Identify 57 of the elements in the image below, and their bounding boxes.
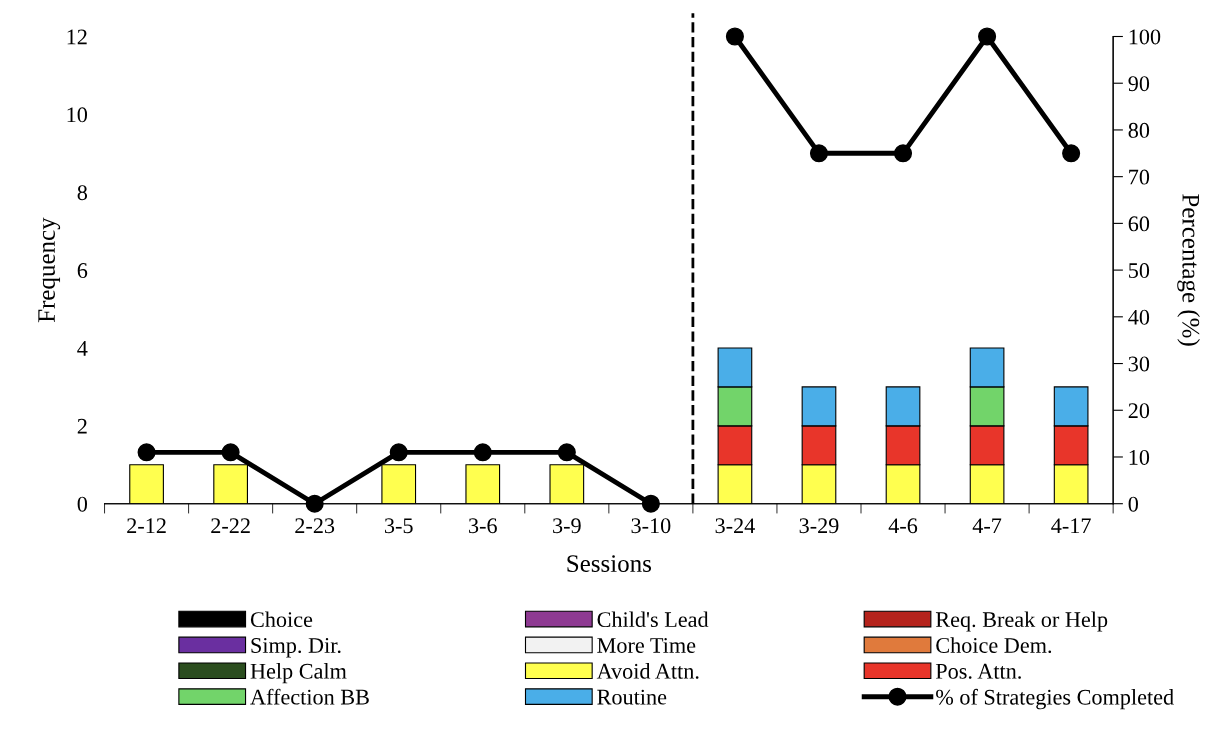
y-tick-label: 0 xyxy=(77,496,88,512)
point xyxy=(1062,144,1081,163)
x-tick-label: 2-23 xyxy=(295,518,335,534)
y-tick-label: 10 xyxy=(67,107,88,123)
point xyxy=(809,144,829,163)
legend-label: Req. Break or Help xyxy=(935,611,1108,632)
legend-label: Pos. Attn. xyxy=(935,663,1021,679)
y2-tick-label: 50 xyxy=(1129,263,1150,279)
x-tick-label: 3-10 xyxy=(631,518,671,534)
x-axis-title: Sessions xyxy=(567,555,652,572)
x-tick-label: 3-5 xyxy=(384,518,413,534)
y2-tick-label: 0 xyxy=(1128,496,1138,512)
x-tick-label: 3-29 xyxy=(799,518,839,534)
legend-label: Help Calm xyxy=(250,663,347,684)
x-tick-label: 3-6 xyxy=(469,518,497,534)
x-tick-label: 4-7 xyxy=(972,518,1002,534)
x-tick-label: 2-12 xyxy=(127,518,166,534)
point xyxy=(557,443,576,462)
legend-label: Choice xyxy=(250,611,313,628)
y2-tick-label: 70 xyxy=(1129,169,1150,185)
x-tick-label: 4-6 xyxy=(888,518,918,534)
y2-tick-label: 40 xyxy=(1128,309,1150,325)
y2-tick-label: 100 xyxy=(1129,29,1161,45)
legend-label: Routine xyxy=(597,689,667,705)
y2-tick-label: 10 xyxy=(1129,449,1150,465)
y-tick-label: 8 xyxy=(77,185,88,201)
x-tick-label: 2-22 xyxy=(211,518,250,534)
y2-tick-label: 80 xyxy=(1128,122,1150,138)
y2-axis-title: Percentage (%) xyxy=(1177,194,1200,346)
legend-label: Affection BB xyxy=(250,688,369,705)
point xyxy=(305,494,324,513)
y-tick-label: 4 xyxy=(77,341,88,356)
point xyxy=(725,27,744,46)
y-tick-label: 6 xyxy=(77,263,88,279)
point xyxy=(137,443,156,462)
legend-label: % of Strategies Completed xyxy=(936,688,1174,710)
legend-label: Choice Dem. xyxy=(936,637,1052,654)
x-tick-label: 3-9 xyxy=(553,518,581,534)
x-tick-label: 3-24 xyxy=(715,518,755,534)
y2-tick-label: 20 xyxy=(1128,403,1150,419)
x-tick-label: 4-17 xyxy=(1051,518,1091,534)
y2-tick-label: 30 xyxy=(1128,356,1150,372)
y-tick-label: 12 xyxy=(67,29,87,45)
point xyxy=(389,443,408,462)
y2-tick-label: 60 xyxy=(1128,216,1150,232)
y2-tick-label: 90 xyxy=(1128,76,1150,92)
point xyxy=(473,443,492,462)
legend-label: Simp. Dir. xyxy=(251,637,341,658)
legend-label: Avoid Attn. xyxy=(596,663,699,679)
point xyxy=(641,494,660,513)
point xyxy=(978,27,997,46)
y-axis-title: Frequency xyxy=(38,217,61,323)
point xyxy=(221,443,240,462)
y-tick-label: 2 xyxy=(77,418,87,434)
legend-label: More Time xyxy=(597,637,696,653)
point xyxy=(893,144,913,163)
legend-label: Child's Lead xyxy=(597,611,709,628)
